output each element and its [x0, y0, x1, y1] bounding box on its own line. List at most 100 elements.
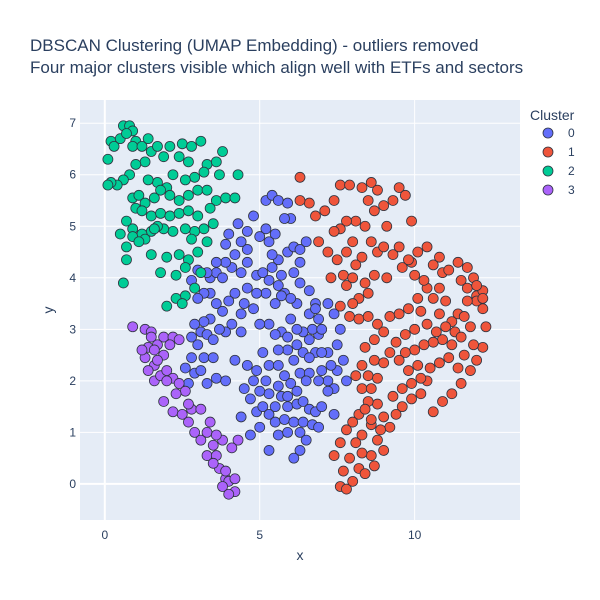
data-point[interactable] [468, 339, 479, 351]
data-point[interactable] [257, 267, 269, 279]
data-point[interactable] [282, 390, 294, 402]
data-point[interactable] [365, 414, 377, 425]
data-point[interactable] [303, 334, 315, 346]
data-point[interactable] [328, 195, 340, 206]
data-point[interactable] [272, 280, 284, 291]
data-point[interactable] [198, 316, 210, 327]
data-point[interactable] [393, 308, 405, 320]
data-point[interactable] [347, 475, 359, 487]
data-point[interactable] [362, 370, 374, 382]
data-point[interactable] [257, 347, 269, 358]
data-point[interactable] [229, 249, 241, 261]
data-point[interactable] [384, 311, 396, 322]
data-point[interactable] [189, 318, 201, 330]
data-point[interactable] [186, 140, 197, 152]
data-point[interactable] [282, 401, 294, 413]
data-point[interactable] [387, 390, 399, 402]
data-point[interactable] [344, 452, 355, 464]
data-point[interactable] [434, 251, 445, 263]
data-point[interactable] [372, 372, 383, 384]
data-point[interactable] [328, 308, 340, 320]
data-point[interactable] [241, 256, 253, 268]
data-point[interactable] [210, 429, 222, 441]
data-point[interactable] [148, 192, 160, 204]
data-point[interactable] [263, 236, 275, 248]
data-point[interactable] [291, 339, 303, 351]
data-point[interactable] [437, 396, 448, 407]
data-point[interactable] [130, 159, 142, 170]
data-point[interactable] [152, 354, 163, 366]
data-point[interactable] [276, 290, 287, 302]
data-point[interactable] [310, 210, 321, 222]
data-point[interactable] [136, 140, 148, 152]
data-point[interactable] [381, 272, 393, 284]
data-point[interactable] [263, 318, 275, 330]
data-point[interactable] [220, 256, 232, 268]
data-point[interactable] [161, 300, 173, 312]
data-point[interactable] [368, 354, 380, 366]
data-point[interactable] [477, 293, 489, 304]
data-point[interactable] [403, 254, 414, 266]
data-point[interactable] [170, 269, 182, 281]
data-point[interactable] [300, 236, 312, 248]
data-point[interactable] [362, 287, 374, 299]
data-point[interactable] [365, 383, 377, 394]
data-point[interactable] [347, 236, 359, 248]
data-point[interactable] [415, 372, 427, 384]
data-point[interactable] [362, 311, 374, 322]
data-point[interactable] [248, 375, 259, 387]
data-point[interactable] [344, 311, 355, 322]
data-point[interactable] [251, 287, 263, 299]
data-point[interactable] [378, 326, 390, 338]
data-point[interactable] [350, 437, 362, 449]
data-point[interactable] [183, 189, 194, 201]
data-point[interactable] [164, 339, 176, 351]
data-point[interactable] [183, 416, 194, 428]
data-point[interactable] [350, 215, 362, 227]
data-point[interactable] [210, 372, 222, 384]
data-point[interactable] [409, 323, 421, 335]
data-point[interactable] [291, 385, 303, 397]
data-point[interactable] [248, 303, 259, 315]
data-point[interactable] [381, 220, 393, 232]
data-point[interactable] [337, 465, 349, 477]
data-point[interactable] [254, 385, 266, 397]
data-point[interactable] [198, 223, 210, 235]
data-point[interactable] [241, 226, 253, 237]
data-point[interactable] [260, 287, 272, 299]
data-point[interactable] [232, 434, 244, 446]
data-point[interactable] [254, 421, 266, 433]
data-point[interactable] [245, 393, 256, 405]
data-point[interactable] [121, 241, 132, 253]
data-point[interactable] [167, 406, 179, 418]
data-point[interactable] [285, 293, 297, 304]
data-point[interactable] [427, 336, 439, 348]
data-point[interactable] [461, 295, 473, 307]
data-point[interactable] [263, 359, 275, 371]
data-point[interactable] [142, 174, 154, 186]
data-point[interactable] [399, 189, 411, 201]
data-point[interactable] [365, 236, 377, 248]
data-point[interactable] [341, 215, 352, 227]
data-point[interactable] [183, 156, 194, 168]
data-point[interactable] [179, 362, 191, 374]
data-point[interactable] [173, 207, 185, 219]
data-point[interactable] [365, 177, 377, 188]
data-point[interactable] [477, 341, 489, 353]
data-point[interactable] [121, 128, 132, 139]
data-point[interactable] [316, 323, 328, 335]
data-point[interactable] [331, 339, 343, 351]
data-point[interactable] [226, 318, 238, 330]
data-point[interactable] [127, 321, 139, 333]
data-point[interactable] [272, 429, 284, 441]
data-point[interactable] [300, 375, 312, 387]
data-point[interactable] [325, 272, 337, 284]
data-point[interactable] [399, 347, 411, 358]
data-point[interactable] [186, 352, 197, 364]
data-point[interactable] [263, 388, 275, 400]
data-point[interactable] [334, 323, 346, 335]
data-point[interactable] [158, 396, 170, 407]
data-point[interactable] [455, 378, 467, 389]
data-point[interactable] [356, 383, 368, 394]
data-point[interactable] [167, 169, 179, 181]
